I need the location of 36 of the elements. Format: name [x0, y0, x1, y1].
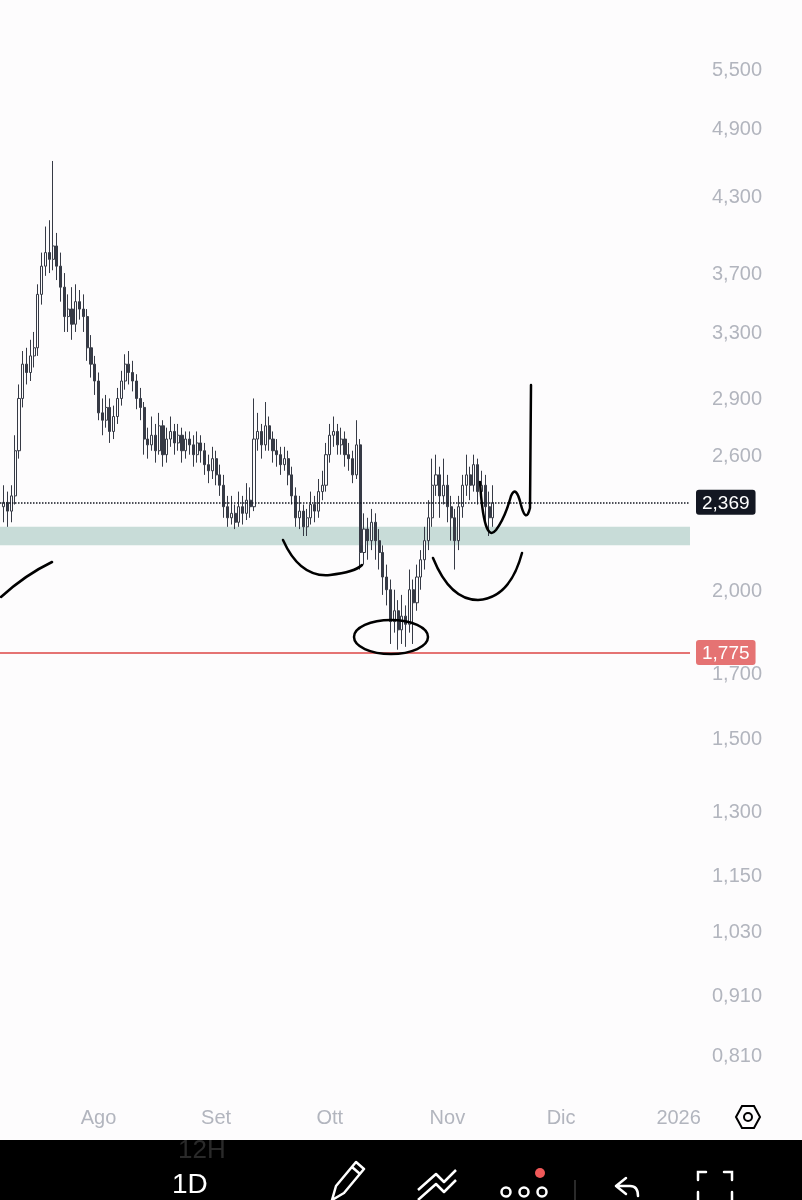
y-tick-label: 0,910: [712, 984, 763, 1007]
candlestick: [108, 397, 111, 444]
text: 1D: [172, 1168, 208, 1200]
candlestick: [70, 286, 74, 341]
y-tick-label: 4,900: [712, 117, 763, 140]
y-tick-label: 1,030: [712, 920, 763, 943]
candlestick: [476, 458, 479, 506]
y-tick-label: 3,300: [712, 320, 763, 343]
candlestick: [230, 495, 233, 526]
y-tick-label: 1,150: [712, 863, 763, 886]
y-tick-label: 2,600: [712, 443, 763, 466]
x-tick-label: Dic: [546, 1106, 576, 1128]
candlestick: [343, 430, 347, 468]
y-tick-label: 1,500: [712, 726, 763, 749]
x-tick-label: Ott: [316, 1106, 344, 1128]
x-tick-label: Set: [201, 1106, 232, 1128]
y-tick-label: 0,810: [712, 1044, 763, 1066]
candlestick: [196, 430, 199, 464]
y-tick-label: 2,000: [712, 578, 763, 601]
x-tick-label: Nov: [429, 1106, 466, 1128]
ref-line-label: 2,369: [702, 491, 750, 513]
y-tick-label: 3,700: [712, 262, 763, 285]
candlestick: [245, 482, 248, 521]
y-tick-label: 4,300: [712, 184, 763, 207]
y-tick-label: 1,300: [712, 800, 763, 823]
candlestick: [192, 434, 195, 468]
y-tick-label: 1,700: [712, 662, 763, 685]
ref-line-label: 1,775: [702, 642, 750, 664]
candlestick: [184, 430, 187, 460]
x-tick-label: 2026: [656, 1106, 701, 1128]
x-tick-label: Ago: [80, 1106, 117, 1128]
candlestick: [2, 484, 5, 523]
candlestick: [237, 491, 240, 528]
candlestick: [180, 427, 184, 464]
y-tick-label: 5,500: [712, 58, 763, 80]
y-tick-label: 2,900: [712, 387, 763, 410]
